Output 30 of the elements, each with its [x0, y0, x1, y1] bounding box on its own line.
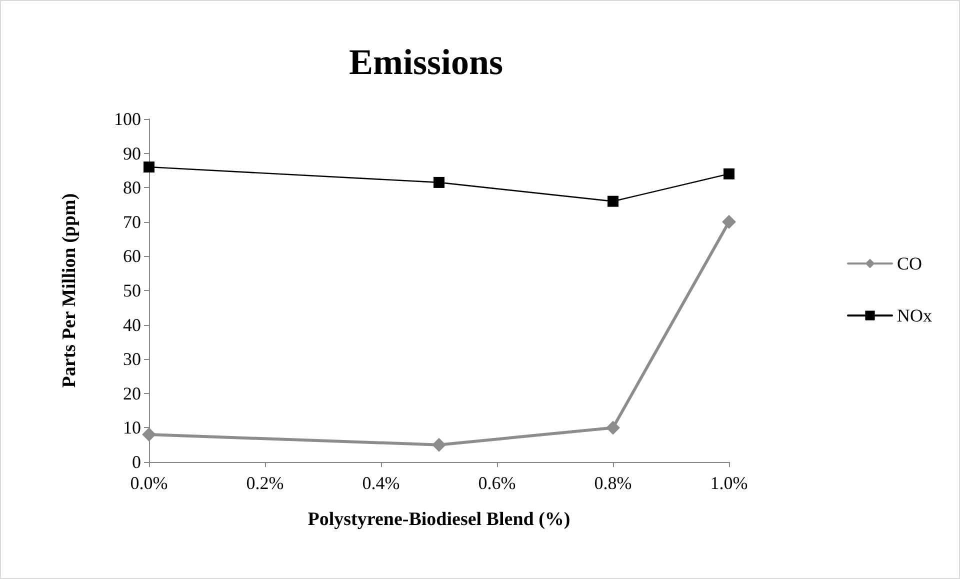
- legend-label: NOx: [897, 306, 932, 326]
- x-axis-title: Polystyrene-Biodiesel Blend (%): [308, 509, 570, 530]
- legend-label: CO: [897, 254, 922, 274]
- y-axis-title: Parts Per Million (ppm): [59, 193, 80, 388]
- x-tick-label: 1.0%: [710, 473, 748, 493]
- point: [144, 162, 154, 173]
- y-tick-label: 10: [123, 418, 141, 438]
- point: [608, 196, 618, 207]
- x-tick-label: 0.4%: [362, 473, 400, 493]
- y-tick-label: 20: [123, 383, 141, 404]
- point: [722, 214, 736, 229]
- y-tick-label: 40: [123, 314, 141, 335]
- point: [142, 428, 156, 442]
- x-tick-label: 0.0%: [130, 473, 168, 493]
- y-tick-label: 60: [123, 246, 141, 266]
- x-tick-label: 0.8%: [594, 473, 632, 493]
- x-tick-label: 0.6%: [478, 473, 516, 493]
- y-tick-label: 100: [114, 109, 141, 129]
- y-tick-label: 30: [123, 349, 141, 370]
- point: [432, 438, 446, 452]
- point: [724, 168, 734, 180]
- y-tick-label: 90: [123, 143, 141, 164]
- point: [606, 420, 620, 435]
- chart-title: Emissions: [348, 42, 504, 82]
- x-tick-label: 0.2%: [246, 473, 284, 493]
- point: [434, 176, 444, 188]
- y-tick-label: 70: [123, 212, 141, 232]
- y-tick-label: 0: [132, 452, 141, 472]
- y-tick-label: 80: [123, 178, 141, 198]
- y-tick-label: 50: [123, 280, 141, 300]
